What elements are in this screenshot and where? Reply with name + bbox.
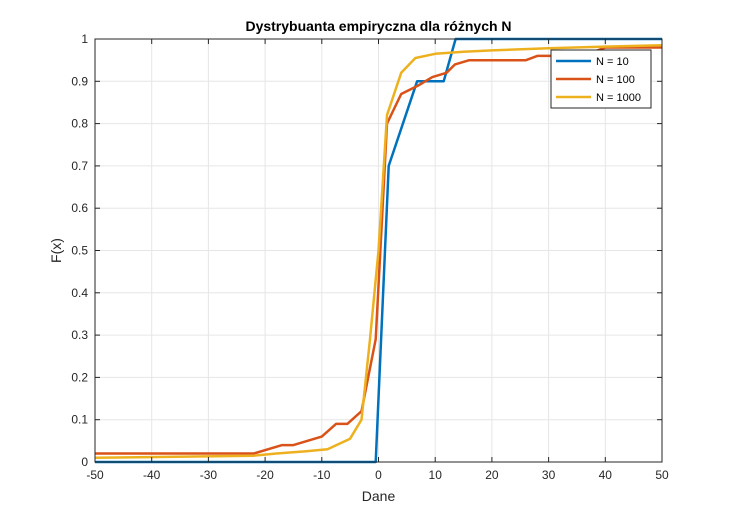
x-tick-label: 30 xyxy=(542,468,556,482)
chart-title: Dystrybuanta empiryczna dla różnych N xyxy=(245,18,511,34)
x-tick-label: 50 xyxy=(655,468,669,482)
series-line-2 xyxy=(95,46,662,455)
y-tick-label: 0.7 xyxy=(71,159,88,173)
x-tick-label: -10 xyxy=(313,468,331,482)
series-line-3 xyxy=(94,44,663,460)
x-tick-label: -40 xyxy=(143,468,161,482)
y-tick-label: 0.2 xyxy=(71,370,88,384)
y-axis-label: F(x) xyxy=(48,238,64,263)
y-tick-label: 1 xyxy=(81,32,88,46)
x-tick-label: 20 xyxy=(485,468,499,482)
legend: N = 10 N = 100 N = 1000 xyxy=(550,49,652,109)
y-axis-ticks: 0 0.1 0.2 0.3 0.4 0.5 0.6 0.7 0.8 0.9 1 xyxy=(71,32,662,469)
legend-label-2: N = 100 xyxy=(596,74,635,86)
y-tick-label: 0.4 xyxy=(71,286,88,300)
x-tick-label: -20 xyxy=(256,468,274,482)
y-tick-label: 0.5 xyxy=(71,244,88,258)
y-tick-label: 0.9 xyxy=(71,74,88,88)
legend-label-1: N = 10 xyxy=(596,56,629,68)
x-axis-label: Dane xyxy=(362,488,396,504)
x-tick-label: 40 xyxy=(599,468,613,482)
x-tick-label: -50 xyxy=(86,468,104,482)
x-axis-ticks: -50 -40 -30 -20 -10 0 10 20 30 40 50 xyxy=(86,39,669,482)
y-tick-label: 0.8 xyxy=(71,117,88,131)
y-tick-label: 0 xyxy=(81,455,88,469)
legend-label-3: N = 1000 xyxy=(596,92,641,104)
y-tick-label: 0.6 xyxy=(71,201,88,215)
x-tick-label: -30 xyxy=(200,468,218,482)
x-tick-label: 10 xyxy=(429,468,443,482)
y-tick-label: 0.3 xyxy=(71,328,88,342)
x-tick-label: 0 xyxy=(375,468,382,482)
y-tick-label: 0.1 xyxy=(71,413,88,427)
